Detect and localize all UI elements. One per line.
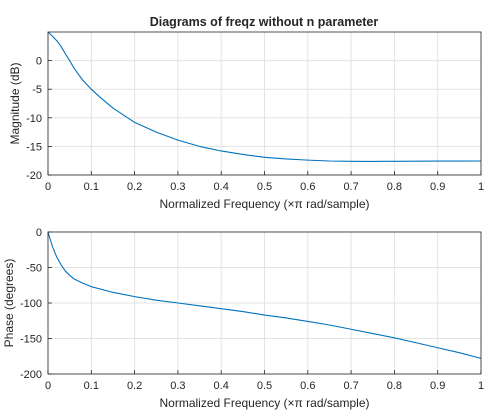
y-tick-label: -10 [26, 113, 42, 125]
x-tick-label: 0.9 [430, 380, 445, 392]
x-tick-label: 0.1 [84, 380, 99, 392]
x-tick-label: 0.6 [300, 380, 315, 392]
y-tick-label: -50 [26, 263, 42, 275]
y-tick-label: -200 [20, 369, 42, 381]
x-tick-label: 0.1 [84, 181, 99, 193]
x-tick-label: 0.7 [343, 380, 358, 392]
x-tick-label: 0.6 [300, 181, 315, 193]
x-tick-label: 0.3 [170, 181, 185, 193]
x-tick-label: 0 [45, 181, 51, 193]
x-tick-label: 0.9 [430, 181, 445, 193]
magnitude-series-line [47, 31, 482, 162]
x-axis-label: Normalized Frequency (×π rad/sample) [159, 396, 369, 410]
y-tick-label: -5 [32, 84, 42, 96]
x-tick-label: 0.2 [127, 181, 142, 193]
phase-series-line [47, 231, 482, 359]
x-tick-label: 0.4 [214, 181, 229, 193]
y-tick-label: 0 [36, 227, 42, 239]
x-tick-label: 1 [478, 181, 484, 193]
phase-plot: 0 0.1 0.2 0.3 0.4 0.5 0.6 0.7 0.8 0.9 1 -200 -150 -10… [2, 227, 484, 410]
x-tick-label: 0 [45, 380, 51, 392]
x-tick-label: 0.4 [214, 380, 229, 392]
y-tick-label: -15 [26, 141, 42, 153]
y-tick-label: -100 [20, 298, 42, 310]
y-tick-label: -20 [26, 170, 42, 182]
x-tick-label: 0.2 [127, 380, 142, 392]
x-tick-label: 0.8 [387, 181, 402, 193]
y-axis-label: Phase (degrees) [2, 259, 16, 348]
y-axis-label: Magnitude (dB) [8, 62, 22, 144]
x-tick-label: 0.7 [343, 181, 358, 193]
x-tick-label: 1 [478, 380, 484, 392]
x-tick-label: 0.5 [257, 380, 272, 392]
x-tick-label: 0.3 [170, 380, 185, 392]
figure-title: Diagrams of freqz without n parameter [150, 15, 379, 29]
magnitude-plot: 0 0.1 0.2 0.3 0.4 0.5 0.6 0.7 0.8 0.9 1 -20 -15 -10 -5… [8, 31, 484, 211]
x-tick-label: 0.8 [387, 380, 402, 392]
x-tick-label: 0.5 [257, 181, 272, 193]
y-tick-label: -150 [20, 334, 42, 346]
x-axis-label: Normalized Frequency (×π rad/sample) [159, 197, 369, 211]
y-tick-label: 0 [36, 56, 42, 68]
